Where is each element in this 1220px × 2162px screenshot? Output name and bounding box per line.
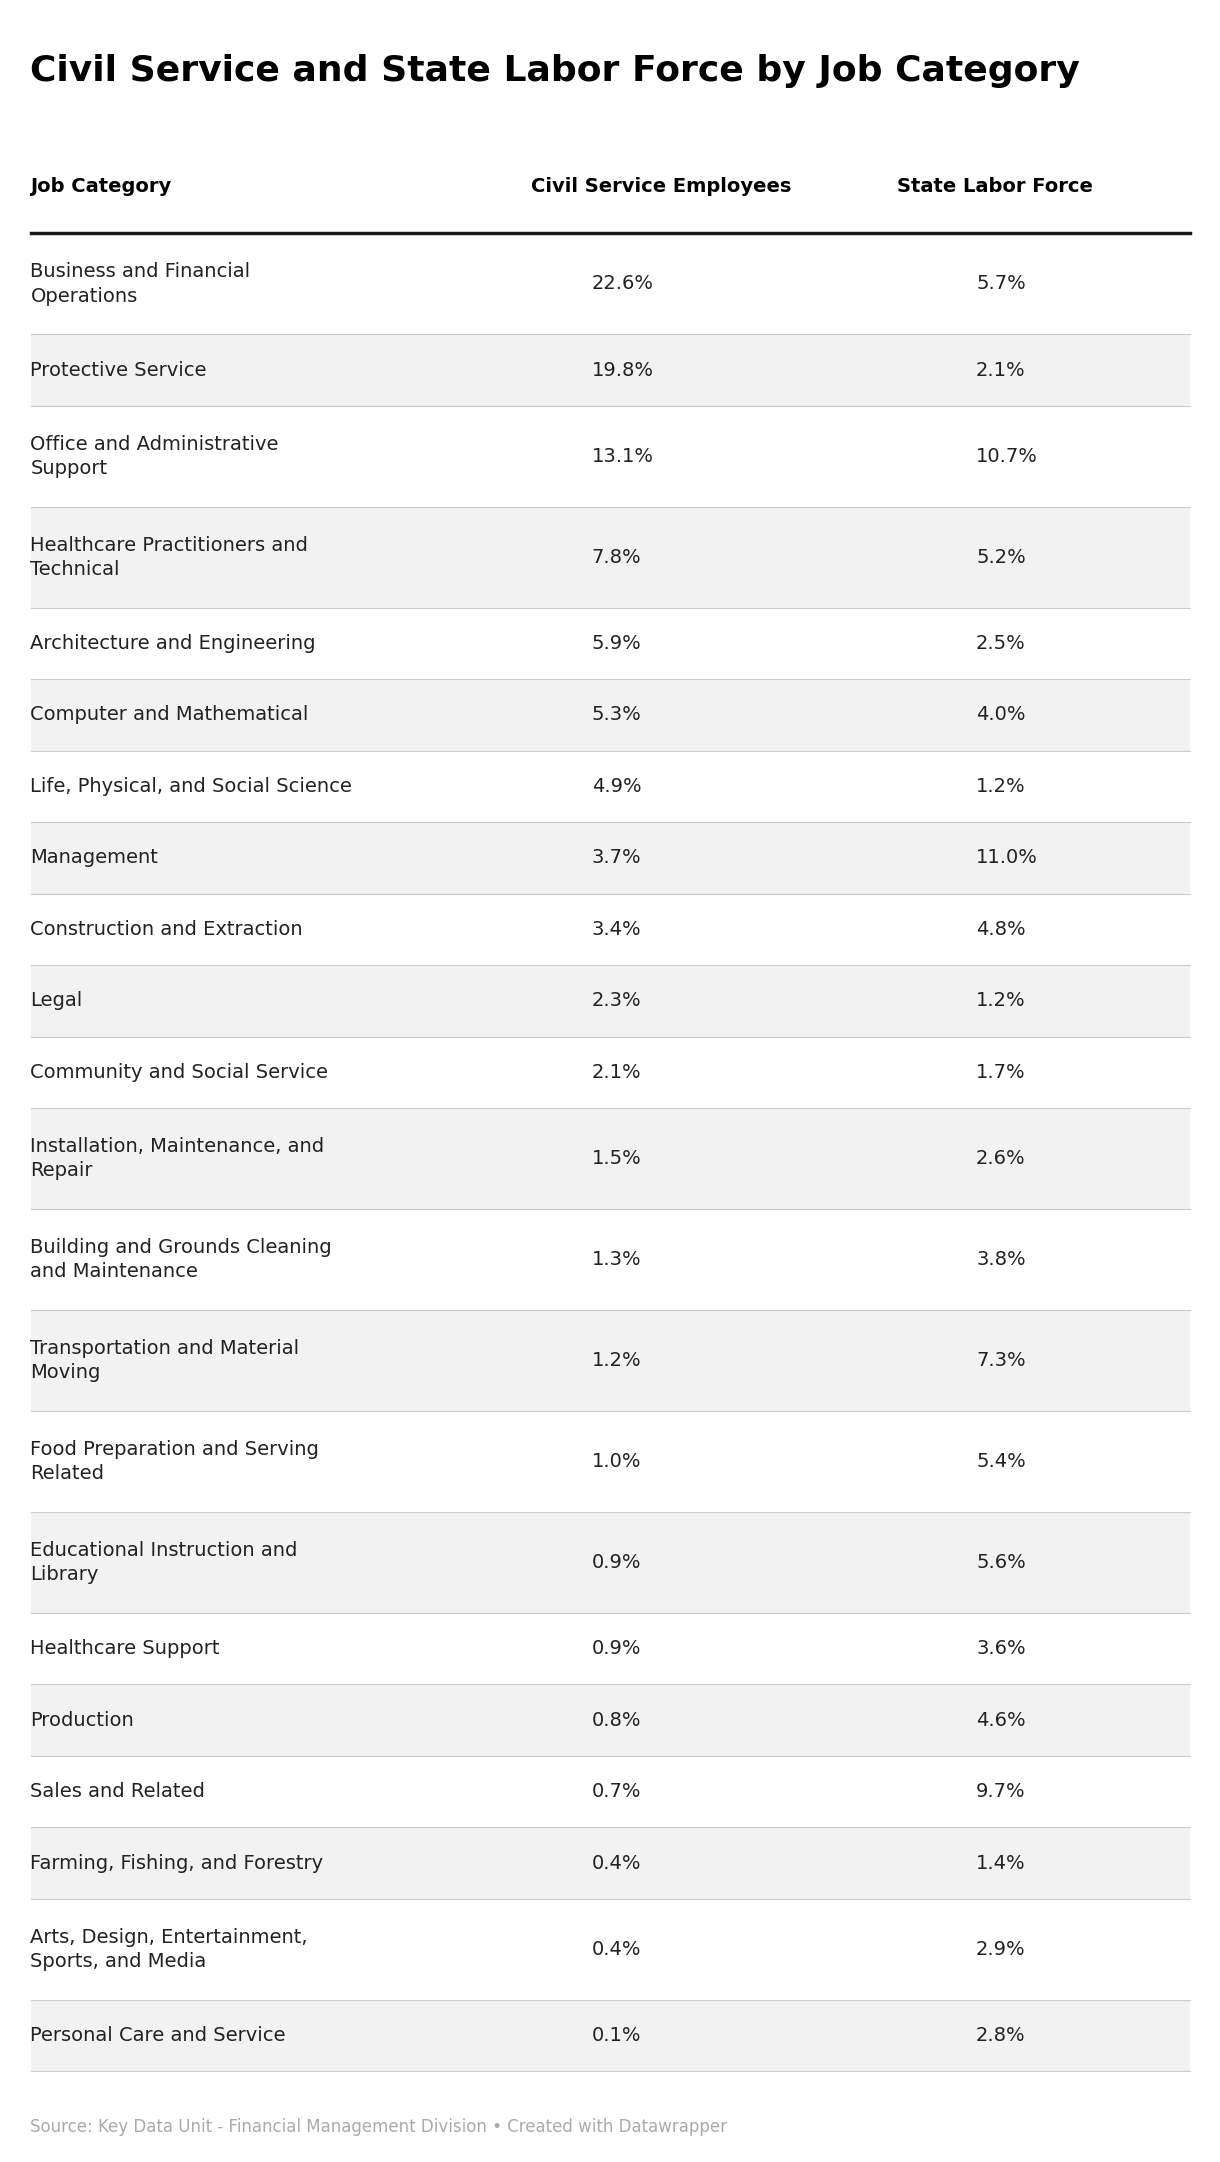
Text: 0.4%: 0.4% [592, 1939, 642, 1959]
Text: 5.6%: 5.6% [976, 1552, 1026, 1572]
Bar [30, 1412, 1190, 1511]
Bar [30, 822, 1190, 893]
Text: 5.7%: 5.7% [976, 275, 1026, 294]
Text: 3.8%: 3.8% [976, 1250, 1026, 1269]
Text: 3.6%: 3.6% [976, 1639, 1026, 1658]
Text: 2.9%: 2.9% [976, 1939, 1026, 1959]
Text: 5.3%: 5.3% [592, 705, 642, 724]
Text: 5.9%: 5.9% [592, 633, 642, 653]
Bar [30, 1209, 1190, 1310]
Text: 0.1%: 0.1% [592, 2026, 642, 2045]
Text: Source: Key Data Unit - Financial Management Division • Created with Datawrapper: Source: Key Data Unit - Financial Manage… [30, 2119, 727, 2136]
Text: Sales and Related: Sales and Related [30, 1781, 205, 1801]
Text: 0.9%: 0.9% [592, 1639, 642, 1658]
Text: 2.1%: 2.1% [976, 361, 1026, 381]
Text: Civil Service Employees: Civil Service Employees [531, 177, 791, 197]
Text: 9.7%: 9.7% [976, 1781, 1026, 1801]
Bar [30, 1684, 1190, 1756]
Bar [30, 1613, 1190, 1684]
Text: Arts, Design, Entertainment,
Sports, and Media: Arts, Design, Entertainment, Sports, and… [30, 1929, 307, 1972]
Text: 1.5%: 1.5% [592, 1150, 642, 1167]
Text: 1.4%: 1.4% [976, 1853, 1026, 1872]
Text: 4.6%: 4.6% [976, 1710, 1026, 1730]
Text: 7.3%: 7.3% [976, 1351, 1026, 1371]
Text: 3.7%: 3.7% [592, 848, 642, 867]
Text: Management: Management [30, 848, 159, 867]
Text: Personal Care and Service: Personal Care and Service [30, 2026, 285, 2045]
Text: Healthcare Practitioners and
Technical: Healthcare Practitioners and Technical [30, 536, 309, 579]
Bar [30, 964, 1190, 1038]
Text: 7.8%: 7.8% [592, 547, 642, 566]
Text: Food Preparation and Serving
Related: Food Preparation and Serving Related [30, 1440, 320, 1483]
Text: 4.8%: 4.8% [976, 921, 1026, 938]
Text: 2.3%: 2.3% [592, 992, 642, 1010]
Text: Transportation and Material
Moving: Transportation and Material Moving [30, 1338, 300, 1382]
Text: Business and Financial
Operations: Business and Financial Operations [30, 262, 250, 305]
Bar [30, 506, 1190, 608]
Bar [30, 893, 1190, 964]
Text: 11.0%: 11.0% [976, 848, 1038, 867]
Bar [30, 1038, 1190, 1109]
Text: 2.5%: 2.5% [976, 633, 1026, 653]
Text: 1.7%: 1.7% [976, 1064, 1026, 1081]
Text: 5.4%: 5.4% [976, 1453, 1026, 1470]
Bar [30, 2000, 1190, 2071]
Text: Civil Service and State Labor Force by Job Category: Civil Service and State Labor Force by J… [30, 54, 1080, 89]
Text: Protective Service: Protective Service [30, 361, 207, 381]
Bar [30, 335, 1190, 406]
Text: 0.7%: 0.7% [592, 1781, 642, 1801]
Text: Life, Physical, and Social Science: Life, Physical, and Social Science [30, 776, 353, 796]
Text: Computer and Mathematical: Computer and Mathematical [30, 705, 309, 724]
Bar [30, 1310, 1190, 1412]
Text: Installation, Maintenance, and
Repair: Installation, Maintenance, and Repair [30, 1137, 325, 1180]
Text: Office and Administrative
Support: Office and Administrative Support [30, 435, 279, 478]
Bar [30, 1827, 1190, 1898]
Text: 10.7%: 10.7% [976, 448, 1038, 465]
Bar [30, 679, 1190, 750]
Text: 1.0%: 1.0% [592, 1453, 642, 1470]
Text: 1.2%: 1.2% [976, 776, 1026, 796]
Bar [30, 1898, 1190, 2000]
Text: Job Category: Job Category [30, 177, 172, 197]
Text: 1.2%: 1.2% [976, 992, 1026, 1010]
Text: 1.3%: 1.3% [592, 1250, 642, 1269]
Text: 2.1%: 2.1% [592, 1064, 642, 1081]
Bar [30, 750, 1190, 822]
Bar [30, 1756, 1190, 1827]
Text: Farming, Fishing, and Forestry: Farming, Fishing, and Forestry [30, 1853, 323, 1872]
Bar [30, 608, 1190, 679]
Bar [30, 1511, 1190, 1613]
Text: Architecture and Engineering: Architecture and Engineering [30, 633, 316, 653]
Text: 2.8%: 2.8% [976, 2026, 1026, 2045]
Bar [30, 406, 1190, 506]
Text: 3.4%: 3.4% [592, 921, 642, 938]
Text: 2.6%: 2.6% [976, 1150, 1026, 1167]
Text: 22.6%: 22.6% [592, 275, 654, 294]
Text: 0.4%: 0.4% [592, 1853, 642, 1872]
Text: Construction and Extraction: Construction and Extraction [30, 921, 303, 938]
Text: Educational Instruction and
Library: Educational Instruction and Library [30, 1542, 298, 1585]
Text: Production: Production [30, 1710, 134, 1730]
Bar [30, 233, 1190, 335]
Text: 5.2%: 5.2% [976, 547, 1026, 566]
Text: 0.9%: 0.9% [592, 1552, 642, 1572]
Text: 19.8%: 19.8% [592, 361, 654, 381]
Text: Legal: Legal [30, 992, 83, 1010]
Text: Healthcare Support: Healthcare Support [30, 1639, 220, 1658]
Text: 4.9%: 4.9% [592, 776, 642, 796]
Bar [30, 1109, 1190, 1209]
Text: State Labor Force: State Labor Force [897, 177, 1093, 197]
Text: 4.0%: 4.0% [976, 705, 1026, 724]
Text: Building and Grounds Cleaning
and Maintenance: Building and Grounds Cleaning and Mainte… [30, 1239, 332, 1282]
Text: 13.1%: 13.1% [592, 448, 654, 465]
Text: 0.8%: 0.8% [592, 1710, 642, 1730]
Text: 1.2%: 1.2% [592, 1351, 642, 1371]
Text: Community and Social Service: Community and Social Service [30, 1064, 328, 1081]
